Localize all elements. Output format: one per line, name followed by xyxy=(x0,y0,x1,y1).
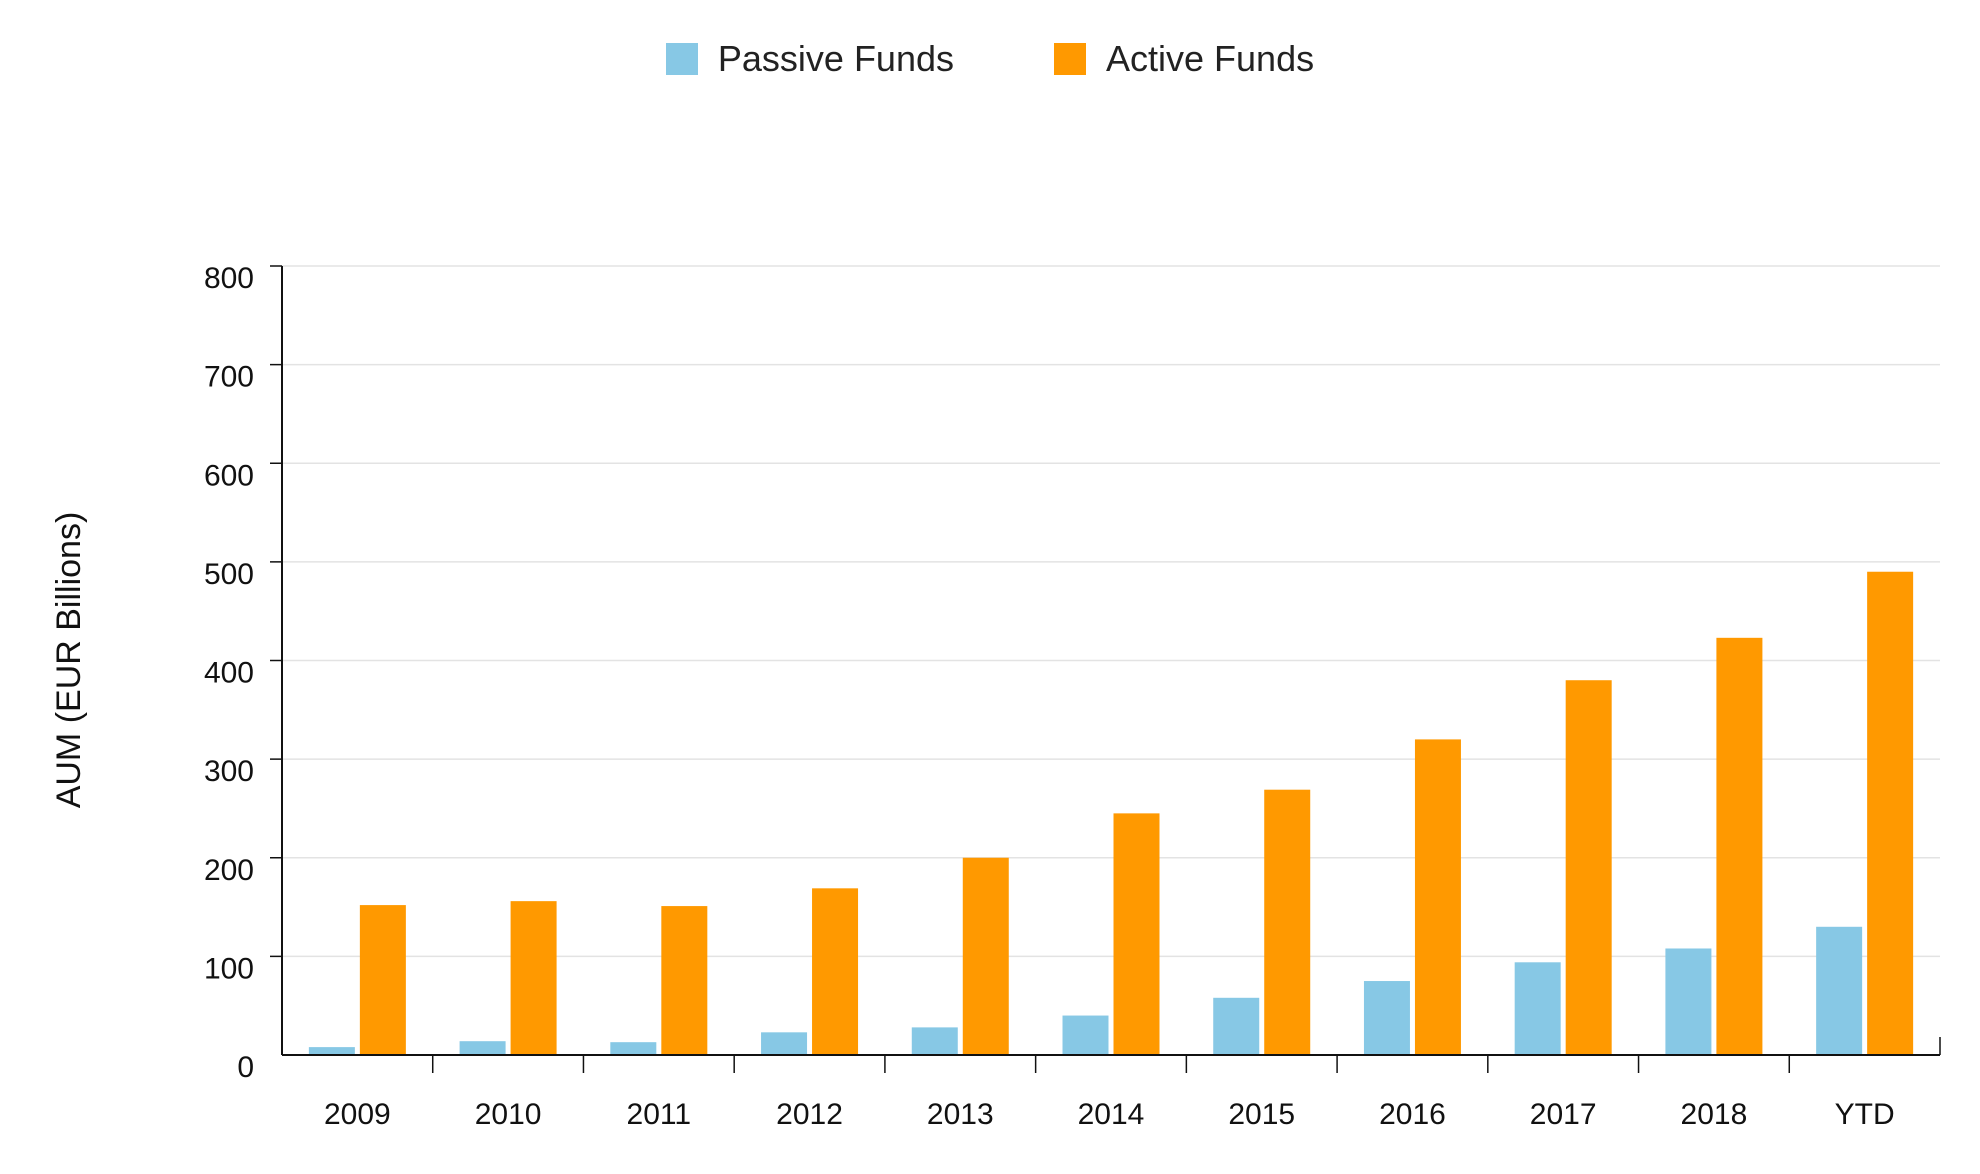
x-tick-label: 2011 xyxy=(627,1098,692,1131)
bar-active-2014[interactable] xyxy=(1113,813,1160,1055)
y-tick-label: 100 xyxy=(204,952,254,985)
bar-passive-2018[interactable] xyxy=(1665,948,1712,1055)
y-tick-label: 400 xyxy=(204,657,254,690)
bar-active-ytd[interactable] xyxy=(1867,571,1914,1055)
bar-passive-2013[interactable] xyxy=(911,1027,958,1055)
bar-passive-ytd[interactable] xyxy=(1816,926,1863,1055)
x-tick-label: 2014 xyxy=(1078,1098,1145,1131)
bar-active-2013[interactable] xyxy=(962,857,1009,1055)
bar-active-2010[interactable] xyxy=(510,901,557,1055)
y-tick-label: 500 xyxy=(204,558,254,591)
bar-passive-2017[interactable] xyxy=(1514,962,1561,1055)
bar-passive-2012[interactable] xyxy=(761,1032,808,1055)
legend-item-active[interactable]: Active Funds xyxy=(1054,38,1314,80)
legend-label-passive: Passive Funds xyxy=(717,38,954,79)
x-tick-labels: 2009 2010 2011 2012 2013 2014 2015 2016 2017 2018… xyxy=(324,1098,1895,1131)
x-tick-label: 2018 xyxy=(1681,1098,1748,1131)
bars xyxy=(308,571,1914,1055)
bar-active-2016[interactable] xyxy=(1414,739,1461,1055)
y-tick-label: 600 xyxy=(204,459,254,492)
bar-active-2009[interactable] xyxy=(359,905,406,1055)
x-tick-label: 2016 xyxy=(1379,1098,1446,1131)
bar-passive-2016[interactable] xyxy=(1363,981,1410,1055)
bar-passive-2010[interactable] xyxy=(459,1041,506,1055)
legend-swatch-active xyxy=(1054,43,1086,75)
bar-passive-2011[interactable] xyxy=(610,1042,657,1055)
legend-swatch-passive xyxy=(665,43,698,75)
bar-passive-2015[interactable] xyxy=(1213,997,1260,1055)
bar-passive-2009[interactable] xyxy=(308,1047,355,1055)
y-tick-label: 200 xyxy=(204,854,254,887)
y-tick-label: 700 xyxy=(204,361,254,394)
x-tick-label: 2017 xyxy=(1530,1098,1597,1131)
x-tick-label: 2010 xyxy=(475,1098,542,1131)
axes xyxy=(270,265,1941,1073)
x-tick-label: 2009 xyxy=(324,1098,391,1131)
x-tick-label: 2012 xyxy=(776,1098,843,1131)
legend-item-passive[interactable]: Passive Funds xyxy=(665,38,954,80)
bar-active-2017[interactable] xyxy=(1565,680,1612,1055)
y-tick-label: 0 xyxy=(237,1051,254,1084)
bar-active-2011[interactable] xyxy=(661,906,708,1055)
bar-active-2012[interactable] xyxy=(812,888,859,1055)
bar-active-2018[interactable] xyxy=(1716,637,1763,1055)
y-tick-label: 800 xyxy=(204,262,254,295)
bar-passive-2014[interactable] xyxy=(1062,1015,1109,1055)
gridlines xyxy=(282,265,1940,958)
legend-label-active: Active Funds xyxy=(1106,38,1315,79)
y-axis-label: AUM (EUR Billions) xyxy=(50,512,88,809)
y-tick-labels: 0 100 200 300 400 500 600 700 800 xyxy=(204,262,254,1084)
legend: Passive Funds Active Funds xyxy=(0,34,1980,84)
x-tick-label: YTD xyxy=(1835,1098,1895,1131)
bar-active-2015[interactable] xyxy=(1264,789,1311,1055)
x-tick-label: 2015 xyxy=(1228,1098,1295,1131)
x-tick-label: 2013 xyxy=(927,1098,994,1131)
y-tick-label: 300 xyxy=(204,755,254,788)
